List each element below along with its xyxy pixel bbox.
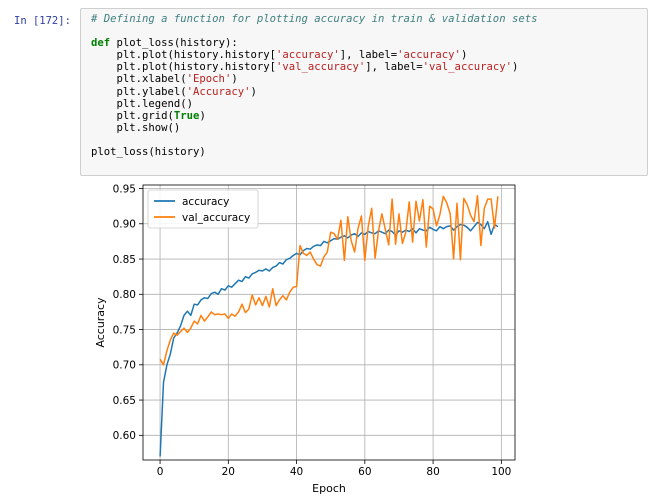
code-line-2a: plt.plot(history.history[ [91,61,276,74]
x-axis-label: Epoch [312,482,346,495]
legend-box [147,189,259,229]
code-line-2b: ], label= [365,61,423,74]
x-tick-label: 0 [157,466,164,478]
code-line-4a: plt.ylabel( [91,85,187,98]
code-cell[interactable]: # Defining a function for plotting accur… [80,8,648,176]
code-line-2-str2: 'val_accuracy' [422,61,512,74]
y-tick-label: 0.95 [113,183,136,195]
x-tick-label: 80 [426,466,439,478]
y-tick-label: 0.85 [113,254,136,266]
code-call: plot_loss(history) [91,146,206,159]
code-line-2c: ) [511,61,519,74]
x-tick-label: 40 [290,466,303,478]
code-line-4-str: 'Accuracy' [186,85,251,98]
legend-label-val-accuracy: val_accuracy [182,212,250,224]
code-line-1c: ) [460,49,468,62]
code-line-5: plt.legend() [91,97,194,110]
code-line-6c: ) [199,109,206,122]
code-editor[interactable]: # Defining a function for plotting accur… [91,13,537,158]
code-line-1b: ], label= [339,49,398,62]
def-keyword: def [91,37,111,50]
x-tick-label: 100 [491,466,511,478]
code-line-7: plt.show() [91,121,181,134]
series-line-accuracy [159,220,499,457]
code-line-2-str1: 'val_accuracy' [275,61,366,74]
x-tick-label: 60 [358,466,371,478]
y-tick-label: 0.65 [113,395,136,407]
legend-label-accuracy: accuracy [182,196,229,208]
y-tick-label: 0.80 [113,289,136,301]
accuracy-chart: 0 20 40 60 80 100 0.60 0.65 0.70 0.75 0.80 0.85 0.90… [94,183,516,495]
y-tick-label: 0.75 [113,324,136,336]
series-line-val-accuracy [159,194,499,366]
plot-frame [142,184,516,461]
def-signature: plot_loss(history): [110,37,238,50]
code-line-6a: plt.grid( [91,109,174,122]
cell-prompt: In [172]: [14,15,71,27]
code-line-1-str2: 'accuracy' [397,49,461,62]
cell-output: 0 20 40 60 80 100 0.60 0.65 0.70 0.75 0.80 0.85 0.90… [88,178,528,498]
x-tick-label: 20 [222,466,235,478]
y-tick-label: 0.60 [113,430,136,442]
code-line-1-str1: 'accuracy' [275,49,340,62]
y-axis-label: Accuracy [94,297,107,348]
code-line-3a: plt.xlabel( [91,73,187,86]
y-tick-label: 0.90 [113,219,136,231]
code-comment: # Defining a function for plotting accur… [91,13,538,25]
code-line-3-str: 'Epoch' [186,73,232,86]
code-line-6-true: True [173,109,200,122]
code-line-3c: ) [231,73,238,86]
code-line-1a: plt.plot(history.history[ [91,49,276,62]
code-line-4c: ) [250,85,257,98]
y-tick-label: 0.70 [113,360,136,372]
